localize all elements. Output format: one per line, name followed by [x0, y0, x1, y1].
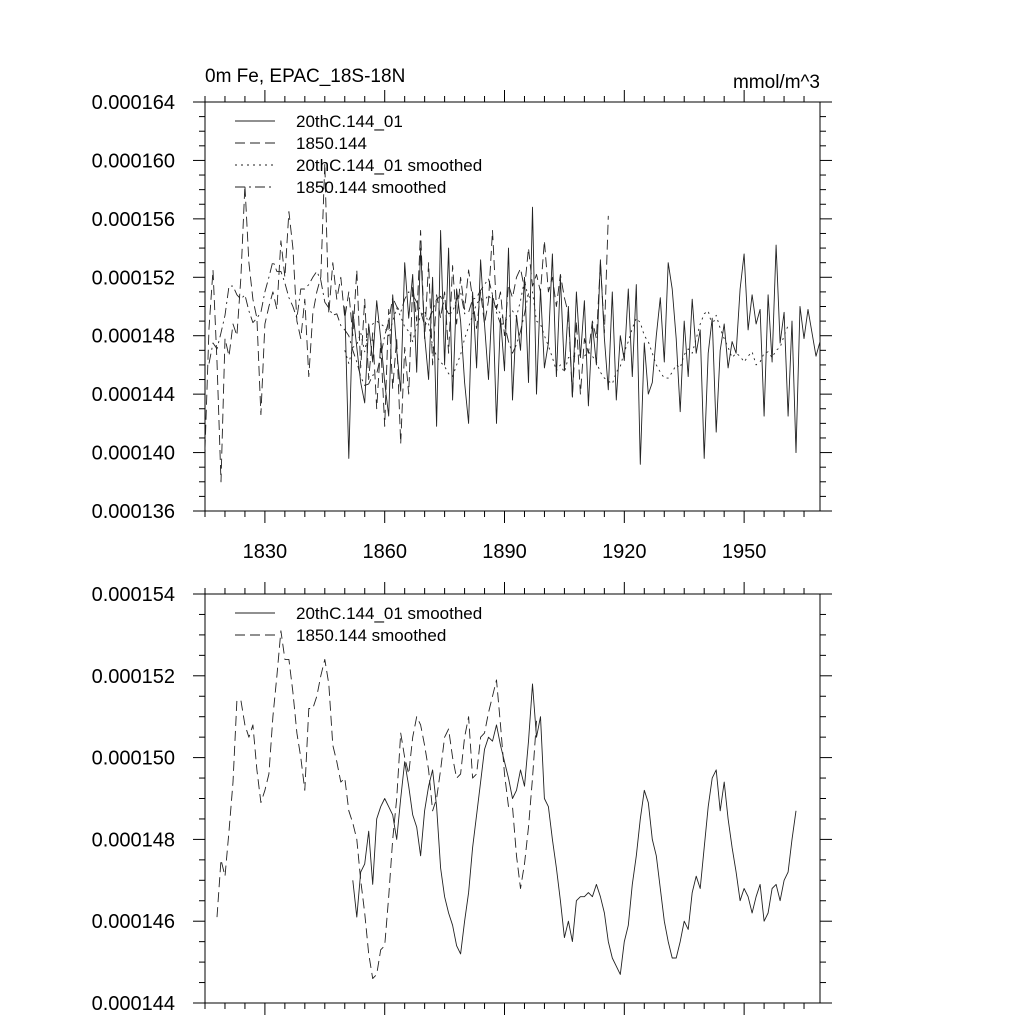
top-legend-label-1850-144-smoothed: 1850.144 smoothed [296, 178, 446, 197]
bottom-y-tick-label: 0.000150 [92, 748, 175, 770]
top-x-tick-label: 1950 [722, 541, 767, 563]
top-y-tick-label: 0.000148 [92, 326, 175, 348]
top-chart-units: mmol/m^3 [733, 72, 820, 93]
bottom-series-line-20thc-144-01-smoothed [352, 683, 797, 975]
bottom-y-tick-label: 0.000146 [92, 911, 175, 933]
top-x-tick-label: 1920 [602, 541, 647, 563]
top-x-tick-label: 1890 [482, 541, 527, 563]
top-y-tick-label: 0.000156 [92, 209, 175, 231]
top-series-line-1850-144 [205, 162, 609, 483]
top-series-line-20thc-144-01 [344, 206, 820, 465]
top-y-tick-label: 0.000160 [92, 150, 175, 172]
bottom-y-tick-label: 0.000144 [92, 993, 175, 1015]
bottom-y-tick-label: 0.000152 [92, 666, 175, 688]
top-y-tick-label: 0.000152 [92, 267, 175, 289]
top-series-group [205, 162, 820, 483]
top-chart-title: 0m Fe, EPAC_18S-18N [205, 66, 405, 87]
bottom-y-tick-label: 0.000154 [92, 584, 175, 606]
top-legend-label-1850-144: 1850.144 [296, 134, 367, 153]
bottom-series-group [216, 630, 797, 979]
top-panel: 1830 1860 1890 1920 1950 0.000136 0.000140 0.00… [92, 66, 832, 563]
top-y-tick-label: 0.000164 [92, 92, 175, 114]
bottom-series-line-1850-144-smoothed [216, 630, 537, 979]
top-y-tick-label: 0.000144 [92, 384, 175, 406]
bottom-legend-label-20thc-144-01-smoothed: 20thC.144_01 smoothed [296, 604, 482, 623]
top-series-line-1850-144-smoothed [208, 260, 529, 386]
bottom-legend-label-1850-144-smoothed: 1850.144 smoothed [296, 626, 446, 645]
top-legend-label-20thc-144-01-smoothed: 20thC.144_01 smoothed [296, 156, 482, 175]
top-x-tick-label: 1830 [243, 541, 288, 563]
top-y-tick-label: 0.000136 [92, 501, 175, 523]
top-x-tick-label: 1860 [362, 541, 407, 563]
bottom-y-tick-label: 0.000148 [92, 829, 175, 851]
top-y-tick-label: 0.000140 [92, 443, 175, 465]
top-legend-label-20thc-144-01: 20thC.144_01 [296, 112, 403, 131]
top-series-line-20thc-144-01-smoothed [344, 279, 789, 385]
bottom-panel: 0.000144 0.000146 0.000148 0.000150 0.000152… [92, 582, 832, 1015]
